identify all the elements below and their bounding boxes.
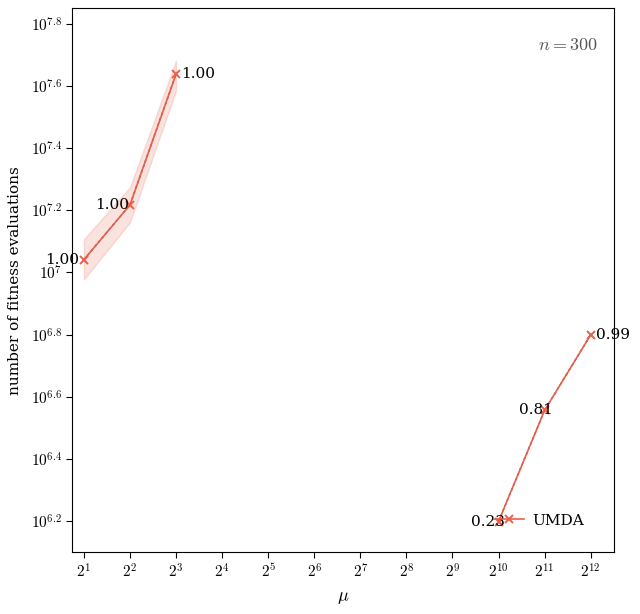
X-axis label: $\mu$: $\mu$: [337, 588, 349, 605]
Text: 0.23: 0.23: [471, 515, 505, 529]
Text: 0.81: 0.81: [519, 403, 553, 418]
Text: 1.00: 1.00: [95, 198, 129, 212]
Legend: UMDA: UMDA: [488, 507, 590, 534]
Text: 0.99: 0.99: [596, 328, 630, 342]
Text: 1.00: 1.00: [45, 252, 79, 266]
Text: 1.00: 1.00: [182, 67, 216, 81]
Text: $n = 300$: $n = 300$: [538, 36, 598, 53]
UMDA: [587, 331, 595, 338]
UMDA: [495, 518, 502, 525]
Y-axis label: number of fitness evaluations: number of fitness evaluations: [8, 166, 22, 395]
UMDA: [541, 406, 548, 414]
Line: UMDA: UMDA: [494, 331, 595, 526]
